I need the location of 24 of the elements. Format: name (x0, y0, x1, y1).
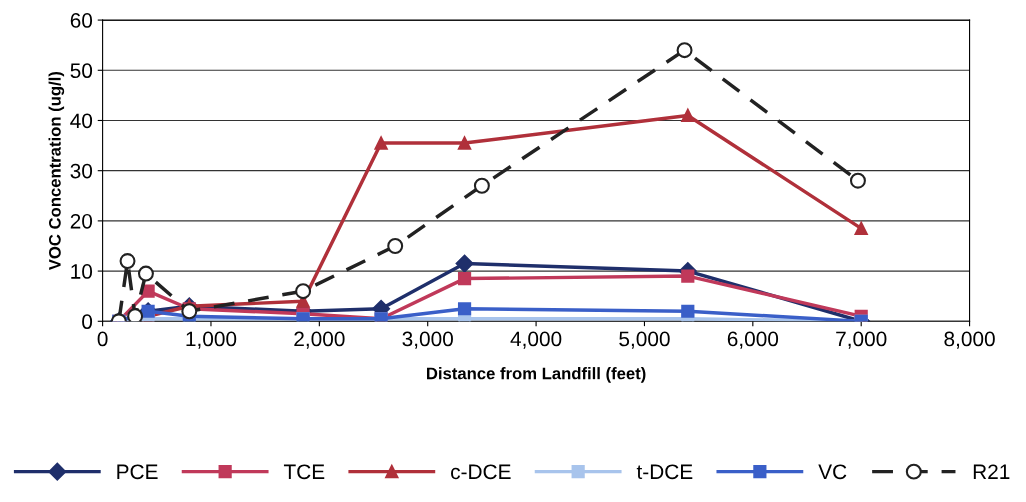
x-tick-label: 4,000 (510, 331, 562, 349)
x-tick-label: 7,000 (836, 331, 887, 349)
y-tick-label: 50 (70, 63, 93, 79)
y-axis-title: VOC Concentration (ug/l) (48, 71, 65, 271)
y-tick-label: 10 (71, 264, 93, 279)
x-tick-label: 2,000 (294, 331, 345, 349)
x-axis-title: Distance from Landfill (feet) (427, 367, 646, 383)
x-tick-label: 6,000 (727, 331, 779, 349)
x-tick-label: 5,000 (619, 331, 670, 349)
legend-label: t-DCE (636, 464, 693, 480)
y-tick-label: 30 (70, 163, 93, 179)
x-tick-label: 1,000 (186, 331, 237, 349)
y-tick-label: 0 (82, 314, 93, 330)
legend-label: c-DCE (451, 464, 511, 480)
y-tick-label: 60 (70, 13, 93, 28)
y-tick-label: 20 (70, 213, 93, 229)
x-tick-label: 0 (97, 331, 108, 347)
legend-label: TCE (283, 464, 325, 480)
y-tick-label: 40 (70, 113, 93, 129)
x-tick-label: 8,000 (944, 331, 995, 349)
legend-label: VC (818, 464, 847, 480)
legend-label: PCE (117, 464, 158, 480)
legend-label: R21 (973, 464, 1010, 479)
x-tick-label: 3,000 (402, 331, 453, 349)
